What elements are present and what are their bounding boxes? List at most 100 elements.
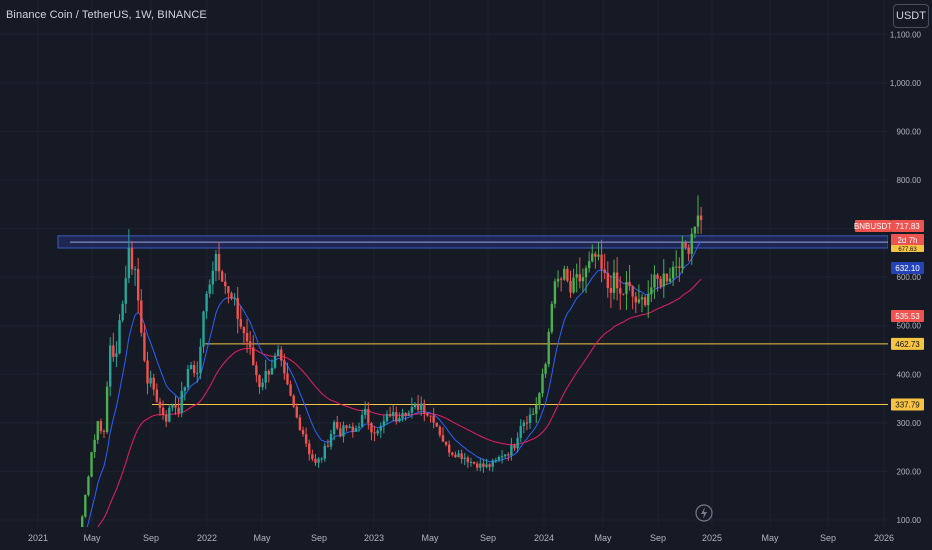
price-label-last: 717.83 <box>895 222 920 231</box>
candle <box>678 257 681 282</box>
candle <box>239 306 243 330</box>
candle-body <box>563 268 566 280</box>
candle-body <box>376 430 379 434</box>
candle-body <box>121 303 124 321</box>
candle-body <box>171 405 174 408</box>
price-label-ema_fast: 632.10 <box>895 264 920 273</box>
candle <box>326 439 330 448</box>
candle-body <box>217 253 221 272</box>
price-label-ema_slow: 535.53 <box>895 312 920 321</box>
candle <box>339 422 342 438</box>
candle <box>189 362 193 370</box>
candle <box>370 422 373 441</box>
candle-body <box>581 277 585 282</box>
candle <box>236 287 239 334</box>
candle-body <box>202 311 205 347</box>
candle-body <box>189 364 193 370</box>
candle-body <box>314 458 317 463</box>
candle <box>510 437 513 461</box>
candle <box>357 422 361 432</box>
candle-body <box>345 425 348 429</box>
candle <box>606 261 609 298</box>
candle <box>109 337 112 397</box>
candle-body <box>444 441 448 445</box>
candle <box>258 374 261 394</box>
candle-body <box>186 369 190 388</box>
candle-body <box>127 247 131 279</box>
candle <box>516 432 519 453</box>
candle <box>379 422 382 439</box>
candle <box>643 295 647 308</box>
x-tick-label: 2026 <box>874 533 894 543</box>
candle-body <box>556 278 560 282</box>
candle-body <box>99 421 103 432</box>
candle-body <box>684 242 687 248</box>
y-tick-label: 500.00 <box>897 322 922 331</box>
candle-body <box>401 412 404 419</box>
x-axis-bg <box>0 527 932 550</box>
candle <box>600 239 603 283</box>
candle <box>432 407 435 429</box>
candle-body <box>662 273 665 287</box>
y-tick-label: 100.00 <box>897 516 922 525</box>
tradingview-logo-icon[interactable] <box>695 504 713 522</box>
logo-bolt <box>701 507 707 519</box>
candle <box>295 403 298 419</box>
candle-body <box>488 464 491 467</box>
candle-body <box>559 278 563 280</box>
candle-body <box>675 266 678 268</box>
candle <box>171 403 174 412</box>
candle <box>183 386 187 401</box>
candle-body <box>370 422 373 433</box>
candle-body <box>130 247 134 270</box>
candle-body <box>482 463 485 467</box>
currency-button[interactable]: USDT <box>893 4 929 28</box>
candle <box>463 452 466 466</box>
candle <box>360 409 364 427</box>
candle-body <box>622 293 625 295</box>
candle <box>451 451 454 457</box>
candle <box>220 269 224 282</box>
candle <box>488 463 491 471</box>
candle <box>507 452 510 462</box>
candle-body <box>93 439 96 453</box>
candle <box>376 428 379 436</box>
candle-body <box>460 453 463 459</box>
candle <box>84 494 87 518</box>
candle <box>93 434 96 458</box>
candle-body <box>435 422 438 427</box>
candle <box>121 300 124 323</box>
candle <box>482 458 485 473</box>
candle <box>531 408 535 415</box>
candle <box>684 240 687 250</box>
candle-body <box>295 406 298 418</box>
candle-body <box>420 403 423 410</box>
price-label-bg <box>891 262 924 274</box>
candle <box>472 461 476 465</box>
candle-body <box>656 274 659 279</box>
candle <box>410 397 414 419</box>
candle-body <box>693 226 697 234</box>
candle <box>668 267 672 284</box>
candle <box>336 415 339 430</box>
candle <box>597 242 600 261</box>
candle <box>146 351 149 395</box>
candle-body <box>192 364 196 374</box>
candle <box>286 362 289 386</box>
candle-body <box>413 404 417 408</box>
x-tick-label: 2023 <box>364 533 384 543</box>
price-label-bg <box>891 234 924 246</box>
candle-body <box>158 401 162 408</box>
candle-body <box>447 444 451 453</box>
candle <box>308 439 311 461</box>
candle <box>650 273 653 303</box>
candle <box>693 226 697 239</box>
candle <box>687 244 690 262</box>
candle <box>603 253 606 280</box>
candle-body <box>140 300 143 333</box>
x-axis: 2021 May Sep 2022 May Sep 2023 May Sep 2024 May Sep… <box>0 527 932 550</box>
candle <box>136 258 140 314</box>
candle-body <box>510 445 513 456</box>
candle-body <box>544 364 547 374</box>
